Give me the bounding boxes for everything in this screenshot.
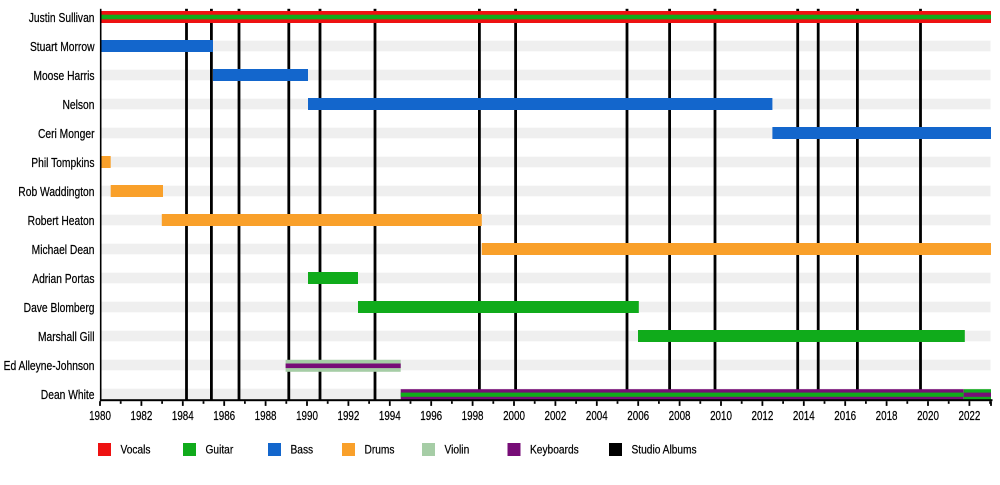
svg-text:Nelson: Nelson: [62, 99, 94, 112]
svg-text:2020: 2020: [917, 410, 939, 423]
svg-text:2014: 2014: [793, 410, 815, 423]
svg-text:1992: 1992: [337, 410, 359, 423]
svg-text:1990: 1990: [296, 410, 318, 423]
svg-text:2012: 2012: [751, 410, 773, 423]
svg-text:2004: 2004: [586, 410, 608, 423]
svg-text:1982: 1982: [130, 410, 152, 423]
svg-text:2006: 2006: [627, 410, 649, 423]
svg-text:Keyboards: Keyboards: [530, 444, 579, 457]
svg-text:Violin: Violin: [445, 444, 470, 457]
svg-text:Studio Albums: Studio Albums: [632, 444, 698, 457]
svg-text:Stuart Morrow: Stuart Morrow: [30, 41, 95, 54]
svg-text:1998: 1998: [462, 410, 484, 423]
svg-text:1986: 1986: [213, 410, 235, 423]
svg-text:2000: 2000: [503, 410, 525, 423]
svg-text:Marshall Gill: Marshall Gill: [38, 331, 95, 344]
svg-text:2008: 2008: [669, 410, 691, 423]
svg-text:Michael Dean: Michael Dean: [32, 244, 95, 257]
svg-text:Justin Sullivan: Justin Sullivan: [29, 12, 95, 25]
svg-text:1988: 1988: [255, 410, 277, 423]
svg-text:2022: 2022: [958, 410, 980, 423]
svg-text:Ed Alleyne-Johnson: Ed Alleyne-Johnson: [4, 360, 95, 373]
svg-text:Robert Heaton: Robert Heaton: [28, 215, 95, 228]
svg-text:1994: 1994: [379, 410, 401, 423]
svg-text:Moose Harris: Moose Harris: [33, 70, 94, 83]
svg-text:1984: 1984: [172, 410, 194, 423]
svg-text:Ceri Monger: Ceri Monger: [38, 128, 95, 141]
svg-text:Phil Tompkins: Phil Tompkins: [31, 157, 94, 170]
svg-text:1980: 1980: [89, 410, 111, 423]
svg-text:2016: 2016: [834, 410, 856, 423]
svg-text:Adrian Portas: Adrian Portas: [32, 273, 94, 286]
svg-text:2010: 2010: [710, 410, 732, 423]
svg-text:Bass: Bass: [291, 444, 314, 457]
svg-text:Rob Waddington: Rob Waddington: [18, 186, 94, 199]
svg-text:Dave Blomberg: Dave Blomberg: [24, 302, 95, 315]
svg-text:Drums: Drums: [365, 444, 395, 457]
svg-text:1996: 1996: [420, 410, 442, 423]
svg-text:2002: 2002: [544, 410, 566, 423]
svg-text:Vocals: Vocals: [121, 444, 151, 457]
svg-text:Dean White: Dean White: [41, 389, 95, 402]
svg-text:2018: 2018: [876, 410, 898, 423]
svg-text:Guitar: Guitar: [206, 444, 234, 457]
